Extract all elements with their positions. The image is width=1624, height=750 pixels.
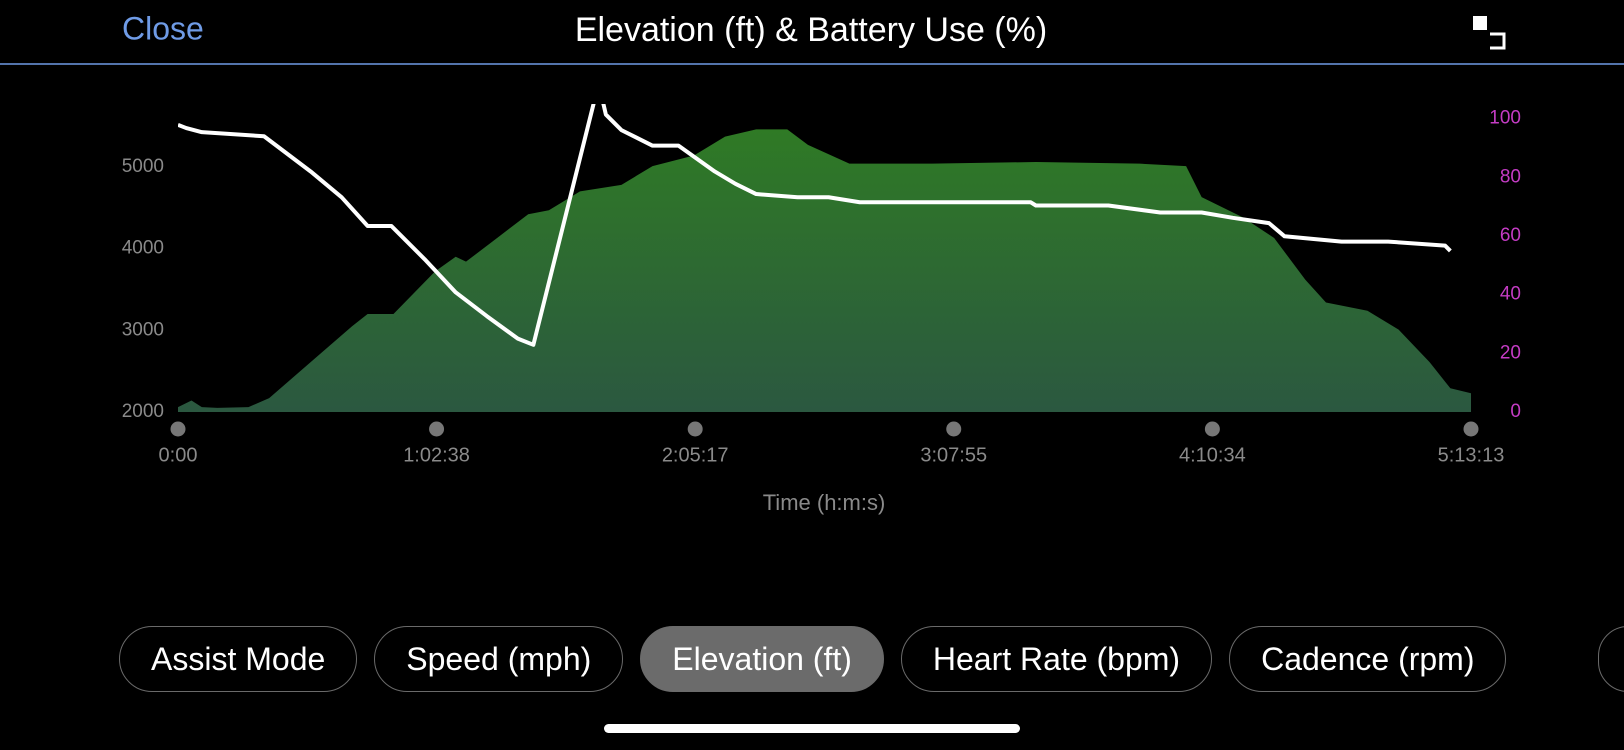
elevation-area (178, 129, 1471, 412)
y-tick-label: 5000 (122, 156, 164, 177)
y2-tick-label: 80 (1500, 166, 1521, 187)
plot-area (178, 104, 1471, 412)
page-title: Elevation (ft) & Battery Use (%) (575, 11, 1047, 49)
home-indicator (604, 724, 1020, 733)
tab[interactable]: Elevation (ft) (640, 626, 884, 692)
x-tick-dot (170, 421, 186, 437)
x-tick-label: 4:10:34 (1179, 444, 1246, 466)
close-button[interactable]: Close (122, 10, 204, 46)
x-axis-title: Time (h:m:s) (763, 490, 886, 515)
y2-tick-label: 40 (1500, 284, 1521, 305)
x-tick-label: 1:02:38 (403, 444, 470, 466)
y-tick-label: 3000 (122, 319, 164, 340)
y2-tick-label: 100 (1489, 108, 1521, 129)
y-tick-label: 2000 (122, 401, 164, 422)
expand-icon[interactable] (1473, 16, 1506, 50)
x-tick-label: 3:07:55 (920, 444, 987, 466)
x-tick-dot (1463, 421, 1479, 437)
tab[interactable]: Cadence (rpm) (1229, 626, 1507, 692)
y2-tick-label: 60 (1500, 225, 1521, 246)
tab-bar: Assist Mode Speed (mph) Elevation (ft) Hear… (119, 626, 1507, 692)
y-tick-label: 4000 (122, 238, 164, 259)
x-tick-dot (946, 421, 962, 437)
battery-line (178, 104, 1452, 347)
y2-tick-label: 0 (1510, 401, 1521, 422)
x-tick-label: 5:13:13 (1438, 444, 1505, 466)
x-tick-label: 0:00 (159, 444, 198, 466)
tab[interactable]: Heart Rate (bpm) (900, 626, 1213, 692)
tab[interactable]: Speed (mph) (374, 626, 624, 692)
tab[interactable]: Assist Mode (119, 626, 358, 692)
x-tick-dot (1204, 421, 1220, 437)
x-tick-label: 2:05:17 (662, 444, 729, 466)
y2-tick-label: 20 (1500, 342, 1521, 363)
x-tick-dot (687, 421, 703, 437)
x-tick-dot (429, 421, 445, 437)
